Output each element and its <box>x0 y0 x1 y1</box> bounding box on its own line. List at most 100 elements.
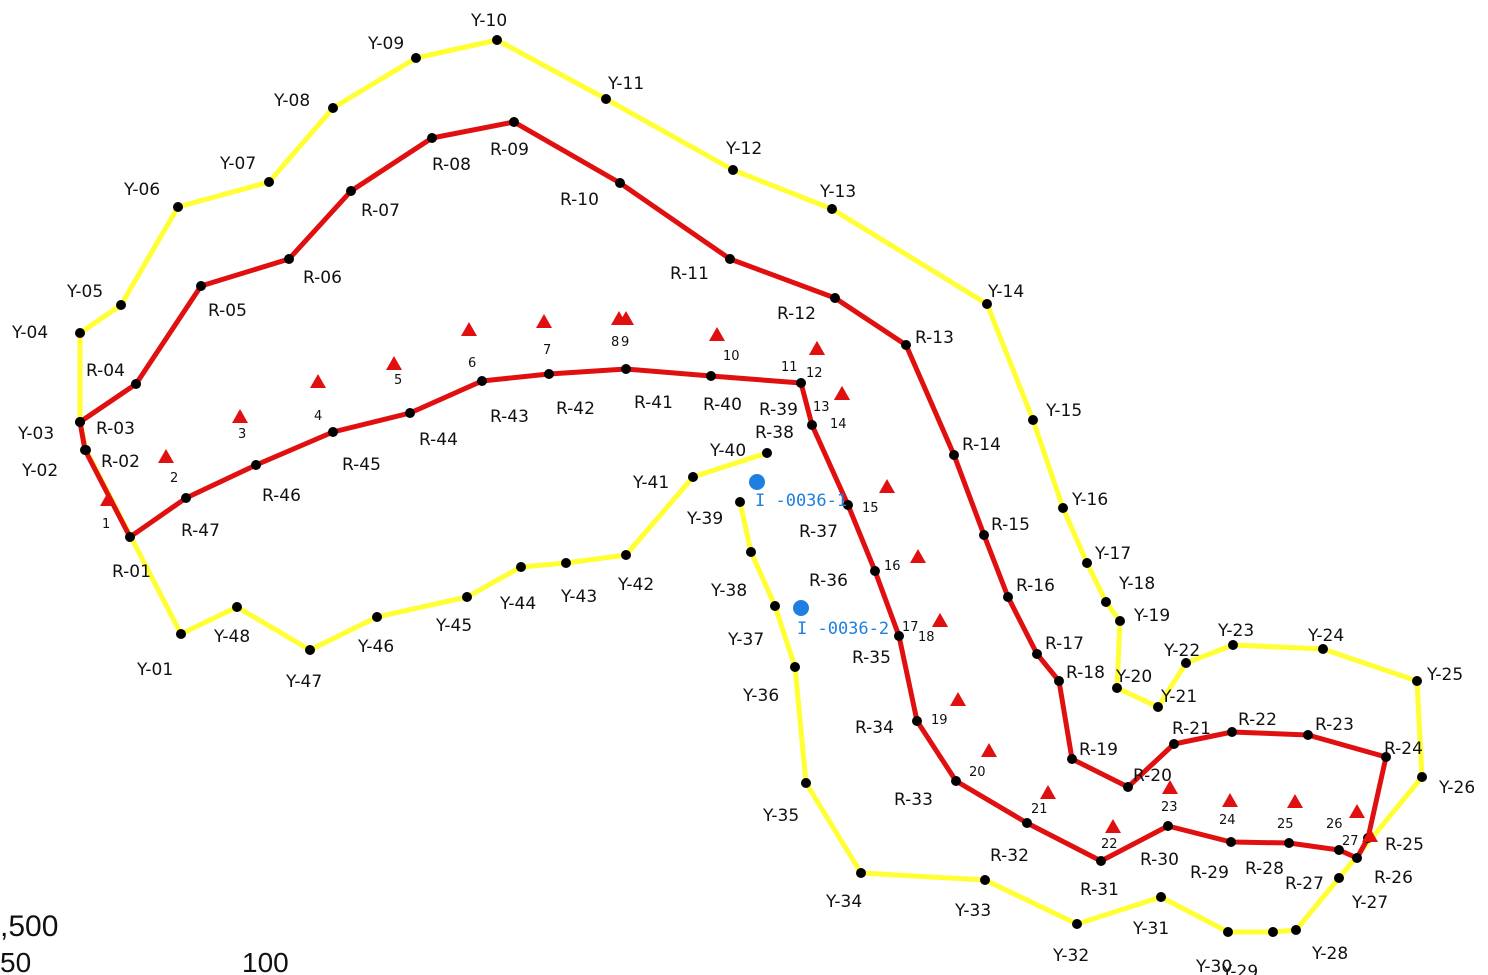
red-vertex: R-36 <box>809 566 880 591</box>
vertex-dot <box>264 177 274 187</box>
yellow-vertex: Y-47 <box>285 645 322 692</box>
red-vertex: R-03 <box>75 417 135 439</box>
yellow-vertex: Y-26 <box>1417 772 1475 798</box>
vertex-label: R-32 <box>990 846 1029 866</box>
vertex-dot <box>251 460 261 470</box>
vertex-label: R-14 <box>962 435 1001 455</box>
vertex-dot <box>427 133 437 143</box>
vertex-dot <box>762 448 772 458</box>
vertex-dot <box>516 562 526 572</box>
triangle-icon <box>100 492 116 506</box>
red-vertex: R-44 <box>405 408 458 450</box>
triangle-marker: 15 <box>862 479 895 516</box>
yellow-vertex: Y-29 <box>1221 927 1278 975</box>
yellow-vertex: Y-44 <box>499 562 536 614</box>
vertex-label: Y-11 <box>607 74 644 94</box>
vertex-dot <box>843 500 853 510</box>
red-vertex: R-45 <box>328 427 381 475</box>
vertex-label: Y-09 <box>367 34 404 54</box>
vertex-label: Y-03 <box>17 424 54 444</box>
vertex-label: R-27 <box>1285 874 1324 894</box>
triangle-marker: 18 <box>918 613 948 645</box>
marker-number: 14 <box>830 417 847 432</box>
red-vertex: R-15 <box>979 515 1030 540</box>
triangle-icon <box>158 449 174 463</box>
vertex-label: R-35 <box>852 648 891 668</box>
marker-number: 3 <box>238 427 246 442</box>
yellow-vertex: Y-08 <box>273 91 338 113</box>
routes-layer: Y-40 Y-41 Y-42 Y-43 Y-44 Y-45 Y-46 Y-47 Y-48 Y-01… <box>11 11 1475 975</box>
marker-number: 6 <box>468 356 476 371</box>
marker-number: 8 <box>611 335 619 350</box>
vertex-dot <box>1169 739 1179 749</box>
marker-number: 2 <box>170 471 178 486</box>
survey-points-layer: I -0036-1 I -0036-2 <box>749 474 889 639</box>
vertex-dot <box>80 445 90 455</box>
vertex-dot <box>870 566 880 576</box>
vertex-dot <box>1352 853 1362 863</box>
survey-point-dot <box>749 474 765 490</box>
vertex-dot <box>951 776 961 786</box>
survey-point-label: I -0036-1 <box>755 491 847 511</box>
vertex-label: R-03 <box>96 419 135 439</box>
yellow-vertex: Y-46 <box>357 612 394 657</box>
vertex-label: Y-24 <box>1307 626 1344 646</box>
marker-number: 9 <box>621 335 629 350</box>
marker-number: 12 <box>806 366 823 381</box>
red-vertex: R-20 <box>1123 766 1172 792</box>
vertex-label: R-08 <box>432 155 471 175</box>
red-vertex: R-26 <box>1352 853 1413 888</box>
vertex-dot <box>232 602 242 612</box>
yellow-vertex: Y-32 <box>1052 919 1089 966</box>
vertex-dot <box>1072 919 1082 929</box>
triangle-icon <box>1105 819 1121 833</box>
yellow-vertex: Y-36 <box>742 662 800 706</box>
vertex-label: Y-34 <box>825 892 862 912</box>
vertex-label: R-23 <box>1315 715 1354 735</box>
triangle-icon <box>232 409 248 423</box>
vertex-dot <box>980 875 990 885</box>
red-vertex: R-33 <box>894 776 961 810</box>
yellow-vertex: Y-07 <box>219 154 274 187</box>
red-vertex: R-39 <box>759 378 806 420</box>
vertex-dot <box>1181 658 1191 668</box>
vertex-dot <box>1412 676 1422 686</box>
vertex-label: Y-36 <box>742 686 779 706</box>
yellow-vertex: Y-45 <box>435 592 472 636</box>
yellow-vertex: Y-15 <box>1028 401 1082 425</box>
vertex-label: Y-01 <box>136 660 173 680</box>
vertex-dot <box>621 550 631 560</box>
red-vertex: R-46 <box>251 460 301 506</box>
red-vertex: R-19 <box>1067 740 1118 764</box>
vertex-label: R-26 <box>1374 868 1413 888</box>
vertex-dot <box>1096 856 1106 866</box>
vertex-label: Y-47 <box>285 672 322 692</box>
vertex-label: R-28 <box>1245 859 1284 879</box>
marker-number: 16 <box>884 559 901 574</box>
yellow-vertex: Y-37 <box>727 601 780 650</box>
vertex-dot <box>1054 676 1064 686</box>
vertex-label: Y-38 <box>710 581 747 601</box>
yellow-vertex: Y-42 <box>617 550 654 595</box>
survey-point: I -0036-2 <box>793 600 889 639</box>
vertex-label: R-40 <box>703 395 742 415</box>
vertex-dot <box>1101 597 1111 607</box>
red-vertex: R-12 <box>777 293 840 324</box>
red-vertex: R-30 <box>1140 821 1179 870</box>
yellow-vertex: Y-33 <box>954 875 991 921</box>
vertex-dot <box>492 35 502 45</box>
triangle-icon <box>536 314 552 328</box>
vertex-dot <box>131 379 141 389</box>
triangle-icon <box>461 322 477 336</box>
vertex-dot <box>173 202 183 212</box>
yellow-vertex: Y-21 <box>1153 687 1197 712</box>
red-vertex: R-04 <box>86 361 141 389</box>
vertex-label: Y-04 <box>11 323 48 343</box>
triangle-marker: 22 <box>1101 819 1121 852</box>
marker-number: 24 <box>1219 813 1236 828</box>
yellow-vertex: Y-13 <box>819 182 856 214</box>
red-vertex: R-38 <box>755 420 817 443</box>
marker-number: 1 <box>102 517 110 532</box>
triangle-marker: 12 <box>806 341 825 381</box>
vertex-label: Y-17 <box>1094 544 1131 564</box>
